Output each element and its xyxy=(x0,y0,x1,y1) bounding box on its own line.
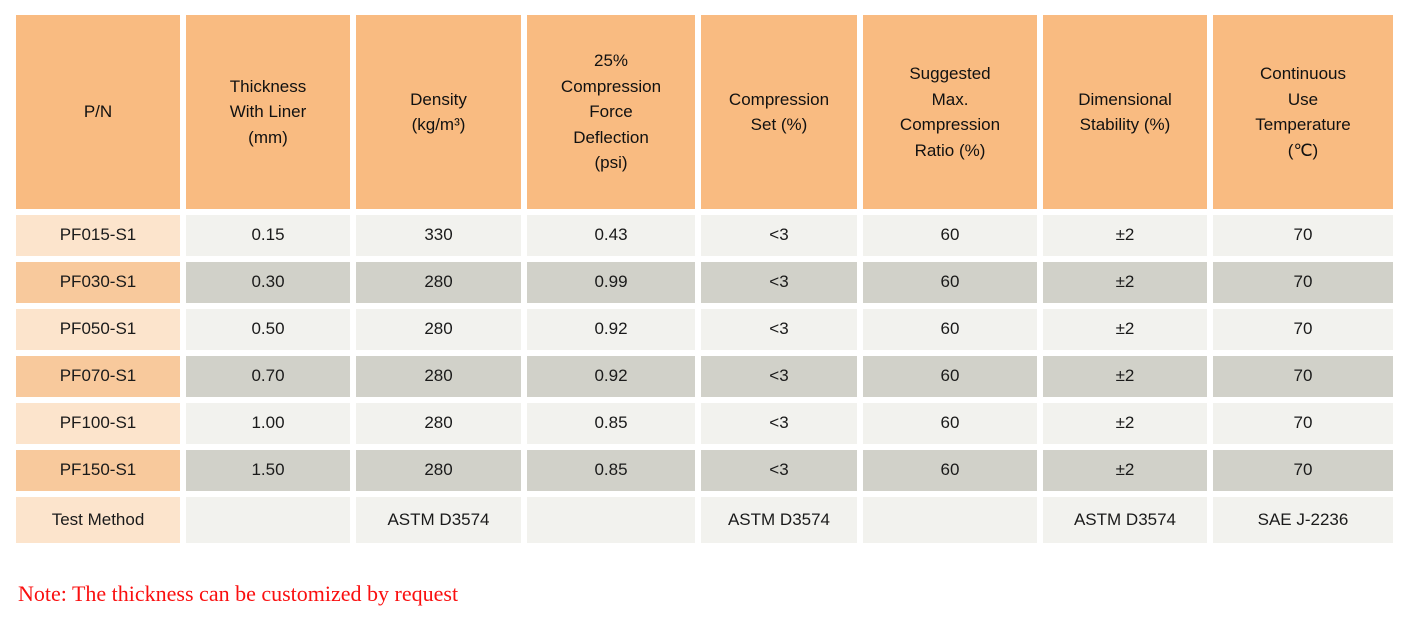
data-cell: 0.50 xyxy=(186,309,350,350)
data-cell: 60 xyxy=(863,309,1037,350)
data-cell: 60 xyxy=(863,403,1037,444)
pn-cell: PF015-S1 xyxy=(16,215,180,256)
data-cell: 70 xyxy=(1213,356,1393,397)
header-cell-continuous-use-temperature: Continuous Use Temperature (℃) xyxy=(1213,15,1393,209)
data-cell: 0.85 xyxy=(527,403,695,444)
data-cell: 1.50 xyxy=(186,450,350,491)
pn-cell: PF100-S1 xyxy=(16,403,180,444)
data-cell xyxy=(863,497,1037,543)
data-cell: 0.43 xyxy=(527,215,695,256)
data-cell: <3 xyxy=(701,215,857,256)
data-cell: ±2 xyxy=(1043,450,1207,491)
data-cell: ±2 xyxy=(1043,403,1207,444)
data-cell: ±2 xyxy=(1043,356,1207,397)
header-cell-suggested-max-compression-ratio: Suggested Max. Compression Ratio (%) xyxy=(863,15,1037,209)
data-cell: <3 xyxy=(701,356,857,397)
data-cell: 0.99 xyxy=(527,262,695,303)
note-text: Note: The thickness can be customized by… xyxy=(18,581,459,606)
header-cell-thickness-with-liner: Thickness With Liner (mm) xyxy=(186,15,350,209)
data-cell: 70 xyxy=(1213,450,1393,491)
data-cell: 70 xyxy=(1213,215,1393,256)
pn-cell: PF050-S1 xyxy=(16,309,180,350)
data-cell: 70 xyxy=(1213,262,1393,303)
header-cell-compression-force-deflection: 25% Compression Force Deflection (psi) xyxy=(527,15,695,209)
data-cell: <3 xyxy=(701,403,857,444)
data-cell: ASTM D3574 xyxy=(1043,497,1207,543)
data-cell: <3 xyxy=(701,262,857,303)
data-cell: 0.92 xyxy=(527,309,695,350)
data-cell: ±2 xyxy=(1043,215,1207,256)
data-cell: 330 xyxy=(356,215,521,256)
data-cell: 280 xyxy=(356,450,521,491)
data-cell: ASTM D3574 xyxy=(701,497,857,543)
data-cell: 0.92 xyxy=(527,356,695,397)
data-cell: 0.85 xyxy=(527,450,695,491)
data-cell: 70 xyxy=(1213,403,1393,444)
data-cell: SAE J-2236 xyxy=(1213,497,1393,543)
data-cell: 280 xyxy=(356,356,521,397)
pn-cell: Test Method xyxy=(16,497,180,543)
data-cell: 70 xyxy=(1213,309,1393,350)
pn-cell: PF070-S1 xyxy=(16,356,180,397)
data-cell: 280 xyxy=(356,262,521,303)
data-cell: 60 xyxy=(863,356,1037,397)
data-cell: 0.70 xyxy=(186,356,350,397)
data-cell: ±2 xyxy=(1043,309,1207,350)
pn-cell: PF150-S1 xyxy=(16,450,180,491)
data-cell: 0.30 xyxy=(186,262,350,303)
spec-table: P/N Thickness With Liner (mm) Density (kg/… xyxy=(16,15,1393,543)
data-cell: 60 xyxy=(863,262,1037,303)
data-cell: ASTM D3574 xyxy=(356,497,521,543)
data-cell: <3 xyxy=(701,450,857,491)
data-cell: ±2 xyxy=(1043,262,1207,303)
data-cell: 1.00 xyxy=(186,403,350,444)
header-cell-dimensional-stability: Dimensional Stability (%) xyxy=(1043,15,1207,209)
data-cell: 60 xyxy=(863,215,1037,256)
header-cell-pn: P/N xyxy=(16,15,180,209)
header-cell-density: Density (kg/m³) xyxy=(356,15,521,209)
data-cell: <3 xyxy=(701,309,857,350)
data-cell: 280 xyxy=(356,403,521,444)
pn-cell: PF030-S1 xyxy=(16,262,180,303)
data-cell xyxy=(527,497,695,543)
header-cell-compression-set: Compression Set (%) xyxy=(701,15,857,209)
data-cell: 60 xyxy=(863,450,1037,491)
data-cell xyxy=(186,497,350,543)
data-cell: 0.15 xyxy=(186,215,350,256)
data-cell: 280 xyxy=(356,309,521,350)
